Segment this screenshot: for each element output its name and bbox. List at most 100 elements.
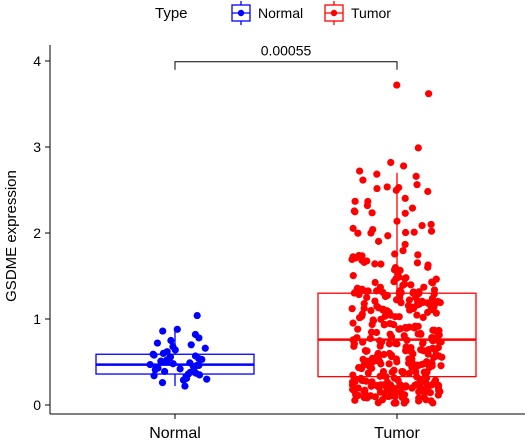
data-point-normal [193, 311, 201, 320]
data-point-tumor [405, 296, 414, 304]
data-point-tumor [396, 266, 404, 275]
data-point-tumor [401, 323, 410, 332]
data-point-normal [191, 330, 200, 339]
data-point-tumor [386, 390, 394, 398]
data-point-tumor [379, 288, 387, 296]
data-point-tumor [428, 299, 436, 307]
data-point-tumor [374, 237, 383, 245]
data-point-tumor [348, 305, 356, 313]
data-point-tumor [401, 209, 409, 217]
legend-key-normal [231, 1, 251, 25]
data-point-tumor [407, 344, 415, 352]
data-point-normal [173, 325, 181, 333]
box-normal [95, 329, 255, 387]
data-point-tumor [380, 350, 388, 359]
data-point-tumor [367, 229, 375, 237]
data-point-normal [158, 379, 167, 387]
data-point-tumor [386, 330, 394, 338]
data-point-tumor [358, 376, 366, 384]
data-point-tumor [430, 286, 439, 294]
data-point-tumor [413, 311, 421, 319]
data-point-tumor [390, 278, 398, 286]
data-point-tumor [373, 184, 381, 193]
data-point-tumor [399, 247, 407, 255]
y-tick-label: 3 [33, 139, 41, 155]
data-point-normal [146, 360, 154, 369]
data-point-tumor [360, 304, 368, 312]
data-point-tumor [421, 371, 430, 380]
data-point-tumor [362, 347, 370, 355]
x-tick-label: Normal [149, 425, 201, 441]
data-point-tumor [387, 158, 395, 167]
data-point-normal [166, 353, 175, 361]
data-point-tumor [428, 278, 436, 286]
x-tick-label: Tumor [374, 425, 420, 441]
data-point-tumor [400, 280, 409, 288]
data-point-tumor [391, 313, 399, 321]
data-point-tumor [354, 384, 362, 392]
data-point-tumor [380, 321, 388, 329]
data-point-tumor [391, 250, 399, 258]
data-point-normal [169, 342, 177, 351]
data-point-tumor [418, 221, 426, 230]
data-point-tumor [367, 307, 375, 315]
data-point-tumor [385, 360, 393, 368]
data-point-tumor [351, 208, 359, 216]
bracket-line [174, 61, 398, 70]
data-point-tumor [407, 281, 415, 289]
data-point-tumor [428, 305, 436, 314]
data-point-normal [152, 363, 160, 371]
data-point-tumor [428, 381, 436, 389]
data-point-tumor [368, 320, 376, 329]
data-point-tumor [364, 287, 372, 295]
data-point-normal [201, 344, 209, 352]
data-point-normal [149, 350, 157, 358]
data-point-tumor [373, 302, 381, 310]
data-point-normal [191, 352, 200, 360]
data-point-tumor [408, 359, 416, 367]
data-point-tumor [354, 325, 362, 333]
data-point-tumor [371, 260, 379, 268]
data-point-tumor [416, 329, 425, 338]
data-point-tumor [355, 314, 364, 322]
data-point-tumor [419, 339, 427, 348]
data-point-tumor [435, 352, 443, 360]
data-point-tumor [434, 344, 442, 352]
data-point-tumor [349, 253, 357, 261]
y-axis-label: GSDME expression [3, 170, 20, 302]
legend: Type Normal Tumor [155, 1, 391, 25]
data-point-tumor [414, 297, 422, 305]
data-point-tumor [359, 176, 367, 184]
legend-title: Type [155, 5, 188, 22]
data-point-tumor [412, 368, 420, 376]
data-point-tumor [393, 81, 401, 89]
data-point-tumor [401, 274, 409, 283]
data-point-tumor [400, 332, 408, 340]
data-point-tumor [408, 204, 417, 212]
data-point-normal [150, 372, 158, 380]
data-point-tumor [376, 358, 384, 366]
data-point-tumor [363, 293, 371, 302]
data-point-tumor [349, 272, 357, 280]
data-point-tumor [424, 263, 432, 271]
data-point-tumor [372, 287, 381, 295]
data-point-tumor [400, 399, 408, 407]
axes [49, 45, 525, 415]
data-point-tumor [391, 339, 399, 348]
data-point-tumor [366, 334, 374, 343]
data-point-normal [167, 336, 175, 345]
data-point-normal [157, 357, 165, 365]
data-point-tumor [374, 349, 382, 358]
data-point-tumor [402, 347, 410, 355]
data-point-tumor [384, 232, 392, 240]
y-tick-label: 4 [33, 53, 41, 69]
data-point-tumor [396, 382, 404, 390]
data-point-tumor [385, 340, 394, 348]
data-point-tumor [437, 362, 445, 370]
data-point-tumor [373, 170, 381, 178]
data-point-tumor [394, 376, 402, 384]
data-point-tumor [427, 361, 436, 369]
data-point-tumor [409, 304, 418, 313]
legend-label-tumor: Tumor [351, 5, 391, 21]
